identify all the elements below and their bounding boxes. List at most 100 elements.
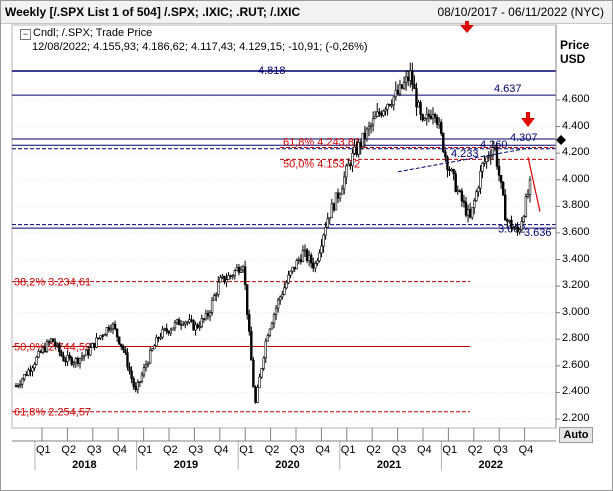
candle-body — [120, 343, 123, 347]
y-tick-label: 3.600 — [562, 225, 590, 238]
candle-body — [425, 113, 428, 119]
candle-body — [452, 169, 455, 175]
candle-body — [184, 321, 187, 325]
quarter-label: Q2 — [467, 444, 483, 456]
candle-body — [192, 320, 195, 331]
candle-body — [340, 188, 344, 195]
collapse-icon[interactable]: − — [20, 29, 31, 40]
candle-body — [60, 351, 63, 356]
level-label: 4.307 — [510, 132, 538, 144]
candle-body — [163, 328, 166, 330]
candle-body — [252, 359, 255, 388]
candle-body — [215, 294, 218, 296]
candle-body — [516, 226, 519, 233]
projection-line[interactable] — [527, 157, 541, 212]
candle-body — [407, 76, 410, 81]
quarter-label: Q1 — [442, 444, 458, 456]
candle-body — [198, 326, 201, 328]
candle-body — [84, 349, 88, 356]
candle-body — [314, 262, 317, 269]
trend-line[interactable] — [397, 147, 531, 173]
candle-body — [309, 254, 313, 264]
candle-body — [307, 254, 311, 261]
quarter-label: Q2 — [366, 444, 381, 456]
candle-body — [223, 275, 226, 283]
legend-ohlc: 12/08/2022; 4.155,93; 4.186,62; 4.117,43… — [32, 41, 368, 53]
candle-body — [365, 128, 369, 140]
candle-body — [468, 209, 472, 218]
candle-body — [165, 328, 168, 332]
candle-body — [291, 266, 294, 272]
candle-body — [142, 367, 146, 376]
candle-body — [153, 345, 156, 350]
candle-body — [29, 369, 32, 372]
right-marker-stem — [526, 112, 530, 119]
candle-body — [353, 146, 356, 154]
candle-body — [175, 319, 179, 323]
candle-body — [186, 321, 189, 324]
candle-body — [169, 329, 173, 334]
candle-body — [483, 161, 486, 164]
candle-body — [497, 166, 501, 176]
candle-body — [23, 374, 26, 380]
candle-body — [151, 348, 154, 351]
candle-body — [510, 219, 513, 229]
candle-body — [212, 295, 216, 301]
candle-body — [471, 207, 474, 218]
candle-body — [231, 275, 234, 278]
candle-body — [45, 341, 49, 352]
candle-body — [136, 382, 139, 390]
candle-body — [72, 362, 75, 365]
candle-body — [107, 327, 111, 331]
legend-series-row[interactable]: − Cndl; /.SPX; Trade Price — [20, 26, 368, 40]
level-label: 38,2% 3.234,61 — [14, 277, 91, 289]
candle-body — [266, 335, 270, 342]
candle-body — [464, 202, 468, 216]
auto-scale-button[interactable]: Auto — [559, 427, 593, 443]
candle-body — [268, 328, 272, 336]
candle-body — [528, 179, 532, 196]
y-tick-label: 2.600 — [562, 358, 590, 371]
candle-body — [20, 378, 24, 385]
candle-body — [56, 343, 59, 346]
candle-body — [369, 124, 373, 127]
candle-body — [382, 110, 385, 116]
candle-body — [524, 196, 528, 217]
candle-body — [225, 279, 228, 283]
level-label: 4.637 — [494, 83, 522, 95]
candle-body — [134, 386, 137, 390]
overlay-layer — [397, 21, 566, 212]
candle-body — [113, 323, 117, 330]
candle-body — [272, 314, 276, 324]
candle-body — [256, 387, 259, 403]
y-tick-label: 4.000 — [562, 172, 590, 185]
candle-body — [481, 162, 484, 172]
candle-body — [241, 266, 245, 271]
candle-body — [312, 262, 315, 269]
candle-body — [332, 203, 336, 211]
candle-body — [93, 343, 96, 348]
candle-body — [124, 349, 127, 354]
candle-body — [258, 376, 261, 388]
candle-body — [491, 147, 495, 157]
candle-body — [140, 374, 144, 382]
candle-body — [423, 118, 426, 121]
candle-body — [14, 385, 18, 388]
y-tick-label: 4.200 — [562, 146, 590, 159]
candle-body — [409, 70, 412, 81]
y-tick-label: 2.400 — [562, 385, 590, 398]
y-tick-label: 2.200 — [562, 412, 590, 424]
candle-body — [281, 294, 284, 298]
candle-body — [229, 275, 232, 277]
candle-body — [51, 338, 55, 343]
candle-body — [39, 350, 42, 353]
candle-body — [388, 104, 391, 106]
candle-body — [349, 163, 352, 167]
candle-body — [419, 102, 422, 115]
candle-body — [357, 142, 360, 155]
quarter-label: Q4 — [518, 444, 534, 456]
year-label: 2018 — [72, 459, 97, 471]
right-marker-icon — [521, 118, 535, 127]
y-tick-label: 4.600 — [562, 93, 590, 105]
